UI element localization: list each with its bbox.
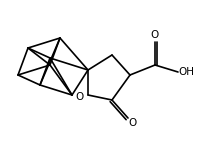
Text: O: O xyxy=(75,92,84,102)
Text: O: O xyxy=(150,30,158,40)
Text: OH: OH xyxy=(177,67,193,77)
Text: O: O xyxy=(128,118,136,128)
